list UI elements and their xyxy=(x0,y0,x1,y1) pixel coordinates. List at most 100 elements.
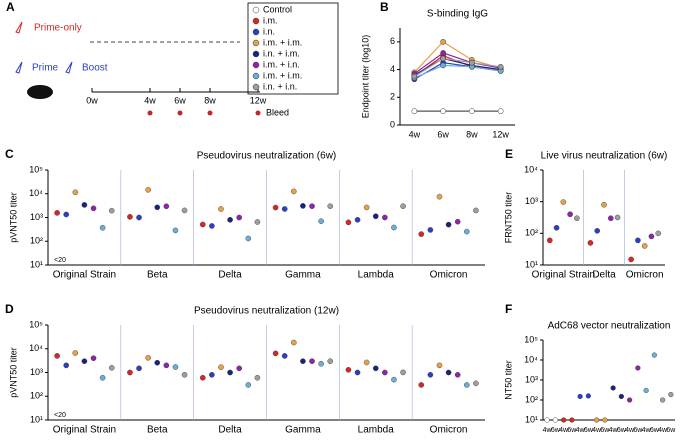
x-tick-label: 6w xyxy=(600,427,610,434)
point xyxy=(245,235,252,242)
point xyxy=(245,382,252,388)
x-tick-label: Lambda xyxy=(358,270,395,281)
point xyxy=(272,204,279,211)
point xyxy=(440,39,446,45)
x-tick-label: Beta xyxy=(147,425,168,436)
point xyxy=(254,219,261,225)
syringe-icon xyxy=(15,61,23,74)
x-tick-label: Omicron xyxy=(430,270,468,281)
point xyxy=(400,203,406,209)
x-tick-label: 4w xyxy=(576,427,586,434)
x-tick-label: Lambda xyxy=(358,425,395,436)
point xyxy=(544,417,550,423)
y-tick-label: 10⁴ xyxy=(524,354,538,364)
y-tick-label: 10² xyxy=(525,394,538,404)
schematic: A Prime-only Prime Boost 0w 4w 6w 8w 12w… xyxy=(6,0,289,117)
point xyxy=(363,204,370,211)
x-tick-label: Omicron xyxy=(626,270,664,281)
point xyxy=(236,365,242,372)
point xyxy=(454,372,461,378)
point xyxy=(418,382,425,388)
y-tick-label: 10² xyxy=(30,391,43,401)
point xyxy=(127,214,133,220)
point xyxy=(635,365,641,371)
x-tick-label: 4w xyxy=(543,427,553,434)
legend-label: i.n. + i.n. xyxy=(263,81,297,91)
point xyxy=(318,360,324,367)
chart-title: AdC68 vector neutralization xyxy=(548,321,671,332)
prime-only-label: Prime-only xyxy=(34,23,82,34)
x-tick-label: 4w xyxy=(658,427,668,434)
series-line xyxy=(414,52,501,75)
point xyxy=(463,382,470,388)
x-tick-label: 6w xyxy=(437,129,449,139)
series-line xyxy=(414,57,501,78)
point xyxy=(90,205,97,212)
panel-label: A xyxy=(6,0,15,14)
y-tick-label: 10³ xyxy=(525,196,538,206)
point xyxy=(354,217,361,223)
point xyxy=(281,206,288,212)
point xyxy=(601,201,607,208)
series-line xyxy=(413,41,501,73)
point xyxy=(236,214,242,221)
point xyxy=(400,369,406,376)
point xyxy=(363,359,370,366)
point xyxy=(199,221,206,228)
lod-label: <20 xyxy=(54,257,66,264)
point xyxy=(372,213,379,220)
timepoint: 8w xyxy=(204,95,216,105)
y-axis-label: Endpoint titer (log10) xyxy=(360,35,370,119)
point xyxy=(585,393,591,399)
x-tick-label: 4w xyxy=(409,129,421,139)
x-tick-label: Delta xyxy=(218,425,242,436)
timepoint: 4w xyxy=(144,95,156,105)
point xyxy=(309,203,315,209)
point xyxy=(227,369,233,376)
chart-title: Pseudovirus neutralization (12w) xyxy=(194,306,339,317)
point xyxy=(382,369,388,376)
point xyxy=(54,210,60,216)
x-tick-label: 6w xyxy=(650,427,660,434)
point xyxy=(436,193,443,200)
x-tick-label: 6w xyxy=(567,427,577,434)
point xyxy=(218,364,224,370)
mouse-icon xyxy=(27,85,53,99)
y-tick-label: 10² xyxy=(30,236,43,246)
legend-swatch xyxy=(252,17,260,25)
bleed-label: Bleed xyxy=(266,107,289,117)
legend-label: i.m. + i.m. xyxy=(263,37,302,47)
point xyxy=(63,362,70,369)
x-tick-label: 8w xyxy=(466,129,478,139)
point xyxy=(136,365,142,372)
point xyxy=(574,215,580,222)
y-tick-label: 10³ xyxy=(525,374,538,384)
point xyxy=(628,256,634,263)
point xyxy=(108,207,115,214)
x-tick-label: Omicron xyxy=(430,425,468,436)
point xyxy=(72,350,79,356)
point xyxy=(300,203,306,209)
chart-title: Pseudovirus neutralization (6w) xyxy=(197,151,337,162)
point xyxy=(643,387,649,394)
x-tick-label: Original Strain xyxy=(532,270,595,281)
point xyxy=(281,353,288,359)
y-tick-label: 10⁵ xyxy=(524,334,538,344)
point xyxy=(668,391,674,398)
point xyxy=(436,362,443,369)
x-tick-label: Gamma xyxy=(285,270,321,281)
point xyxy=(318,218,324,224)
y-tick-label: 4 xyxy=(390,64,395,74)
x-tick-label: 4w xyxy=(642,427,652,434)
point xyxy=(199,374,206,381)
x-tick-label: 4w xyxy=(609,427,619,434)
boost-label: Boost xyxy=(82,63,108,74)
x-tick-label: 6w xyxy=(584,427,594,434)
point xyxy=(440,50,446,56)
point xyxy=(411,108,418,114)
point xyxy=(354,369,361,376)
point xyxy=(610,385,616,391)
y-tick-label: 10¹ xyxy=(30,414,43,424)
panel-label: B xyxy=(380,0,389,14)
point xyxy=(154,204,161,211)
